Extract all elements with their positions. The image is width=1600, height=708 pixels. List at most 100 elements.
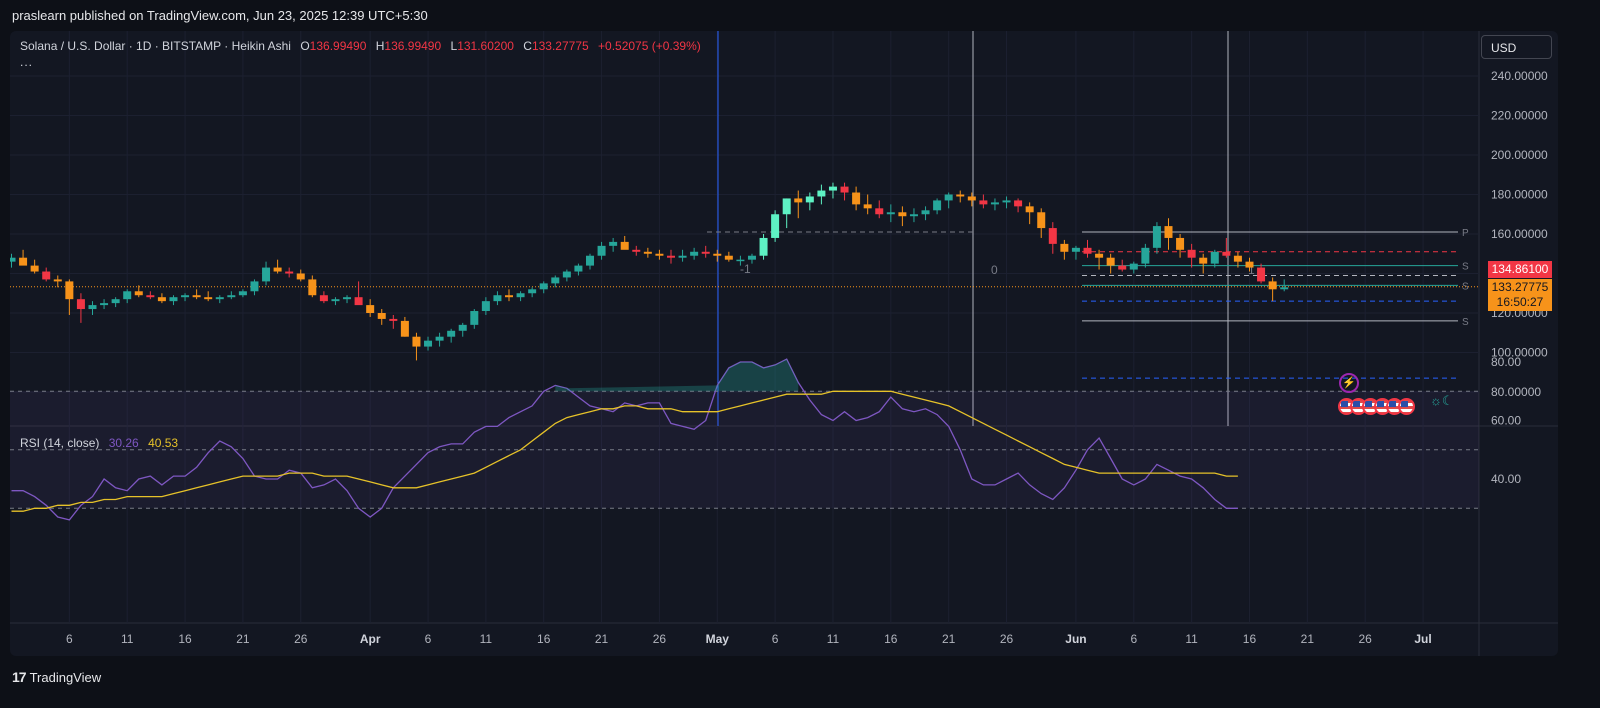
pivot-level-label: S	[1462, 317, 1469, 328]
candle-body	[169, 297, 178, 302]
candle-body	[551, 277, 560, 284]
low-value: 131.60200	[457, 39, 514, 53]
candle-body	[782, 198, 791, 215]
candle	[343, 295, 352, 304]
candle	[1152, 222, 1161, 254]
candle-body	[285, 271, 294, 274]
candle	[516, 291, 525, 302]
time-axis-label: 11	[827, 632, 840, 646]
candle	[100, 299, 109, 310]
candle	[30, 259, 39, 274]
candle-body	[921, 210, 930, 215]
footer: 17 TradingView	[0, 656, 1600, 708]
symbol-legend[interactable]: Solana / U.S. Dollar · 1D · BITSTAMP · H…	[20, 39, 701, 53]
candle	[146, 291, 155, 300]
rsi-legend[interactable]: RSI (14, close) 30.26 40.53	[20, 436, 178, 450]
us-flag-icon[interactable]	[1398, 398, 1415, 415]
candle-body	[470, 311, 479, 325]
time-axis-label: 6	[66, 632, 73, 646]
time-axis-label: 21	[236, 632, 250, 646]
candle-body	[794, 198, 803, 203]
candle-body	[817, 190, 826, 197]
candle	[586, 253, 594, 270]
chart-frame[interactable]: 6 11 16 21 26 Apr 6 11 16 21 26 May 6 11 16 21 26 Jun 6 11 1…	[10, 31, 1558, 656]
candle-body	[539, 283, 548, 290]
rsi-label[interactable]: RSI (14, close)	[20, 436, 100, 450]
rsi-axis-label: 60.00	[1491, 414, 1521, 428]
candle-body	[597, 245, 606, 256]
candle	[1268, 277, 1277, 302]
candle-body	[447, 330, 456, 337]
candle	[1025, 202, 1034, 225]
candle-body	[273, 267, 282, 272]
time-axis-label: 26	[294, 632, 308, 646]
candle-body	[979, 200, 988, 205]
candle	[273, 259, 282, 274]
candle-body	[146, 295, 155, 298]
candle	[909, 208, 918, 223]
candle	[238, 289, 247, 298]
candle-body	[435, 336, 444, 341]
candle	[134, 285, 143, 298]
candle-body	[354, 297, 363, 306]
candle	[285, 267, 294, 278]
candle	[747, 253, 756, 264]
candle-body	[1257, 267, 1266, 282]
time-axis-label: 26	[1000, 632, 1014, 646]
candle	[123, 289, 132, 304]
candle-body	[319, 295, 328, 302]
symbol-title[interactable]: Solana / U.S. Dollar · 1D · BITSTAMP · H…	[20, 39, 291, 53]
candle	[840, 182, 849, 201]
rsi-line	[11, 358, 1238, 521]
candle	[1048, 222, 1057, 254]
candle	[620, 235, 629, 250]
time-axis-label: 6	[1130, 632, 1137, 646]
open-label: O	[300, 39, 310, 53]
candle-body	[1187, 249, 1196, 258]
candle	[990, 198, 999, 211]
candle-body	[1071, 247, 1080, 252]
candle	[19, 249, 28, 266]
candle	[400, 316, 409, 337]
candle	[111, 297, 120, 308]
candle-body	[620, 241, 629, 250]
price-axis-label: 240.00000	[1491, 69, 1548, 83]
candle	[551, 275, 560, 288]
candle	[1083, 239, 1092, 258]
candle	[227, 291, 236, 300]
fib-annotation: -1	[740, 262, 751, 276]
candle	[794, 190, 803, 219]
candle-body	[1152, 226, 1161, 248]
candle-body	[424, 340, 433, 347]
time-axis-label: 21	[595, 632, 609, 646]
more-button[interactable]: ...	[20, 55, 34, 69]
candle	[967, 192, 976, 207]
candle-body	[1118, 265, 1127, 270]
candle	[539, 281, 548, 294]
candle-body	[1095, 253, 1104, 258]
bolt-icon[interactable]: ⚡	[1339, 373, 1359, 393]
candle-body	[1048, 228, 1057, 244]
candle	[1014, 198, 1023, 213]
currency-button[interactable]: USD	[1481, 35, 1552, 59]
candle-body	[1164, 226, 1173, 238]
candle	[574, 263, 583, 276]
rsi-axis-label: 80.00	[1491, 355, 1521, 369]
candle-body	[759, 237, 768, 256]
candle	[1141, 243, 1150, 268]
candle	[181, 293, 190, 302]
candle-body	[863, 204, 872, 209]
price-axis-label: 180.00000	[1491, 188, 1548, 202]
candle-body	[308, 279, 317, 296]
candle-body	[875, 208, 884, 215]
tradingview-logo-icon[interactable]: 17 TradingView	[12, 669, 101, 685]
candle-body	[493, 295, 502, 302]
candle	[458, 322, 467, 337]
candle	[308, 275, 317, 298]
candle	[319, 291, 328, 304]
low-label: L	[450, 39, 458, 53]
chart-canvas[interactable]: 6 11 16 21 26 Apr 6 11 16 21 26 May 6 11 16 21 26 Jun 6 11 1…	[10, 31, 1558, 656]
candle	[412, 332, 421, 361]
candle-body	[1268, 281, 1277, 290]
day-night-icon[interactable]: ☼☾	[1430, 393, 1454, 408]
